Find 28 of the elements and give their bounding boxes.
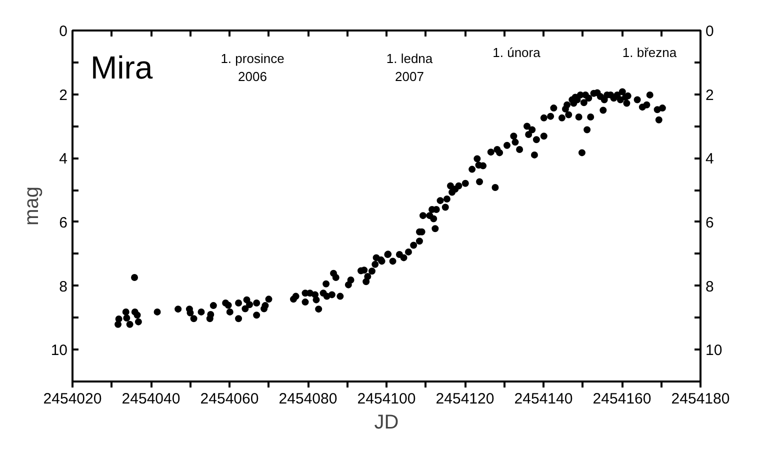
x-tick-label: 2454060 (200, 390, 259, 408)
annotation: 1. prosince 2006 (220, 51, 284, 84)
y2-tick-label: 4 (706, 150, 714, 168)
y-axis-title: mag (20, 186, 43, 226)
y-tick-label: 6 (59, 214, 68, 232)
text: Mira (90, 50, 153, 86)
x-tick-label: 2454080 (278, 390, 338, 408)
y-tick-label: 2 (59, 86, 68, 104)
y-tick-label: 0 (59, 23, 68, 40)
annotation: 1. února (492, 45, 542, 60)
y-tick-label: 8 (59, 278, 68, 296)
x-tick-label: 2454140 (514, 390, 573, 408)
x-axis-title: JD (374, 412, 399, 434)
y-tick-label: 10 (50, 342, 68, 360)
x-tick-label: 2454100 (357, 390, 416, 408)
y2-tick-label: 6 (706, 214, 714, 232)
y2-tick-label: 2 (706, 86, 714, 104)
annotation: 1. března (622, 45, 678, 60)
annotation: 1. ledna 2007 (386, 51, 434, 84)
x-tick-label: 2454180 (671, 390, 730, 408)
x-tick-label: 2454160 (592, 390, 652, 408)
y-tick-label: 4 (59, 150, 68, 168)
y2-tick-label: 10 (706, 342, 722, 360)
x-tick-label: 2454020 (43, 390, 102, 408)
x-tick-label: 2454040 (122, 390, 180, 408)
y2-tick-label: 8 (706, 278, 714, 296)
y2-tick-label: 0 (706, 23, 714, 40)
x-tick-label: 2454120 (436, 390, 494, 408)
